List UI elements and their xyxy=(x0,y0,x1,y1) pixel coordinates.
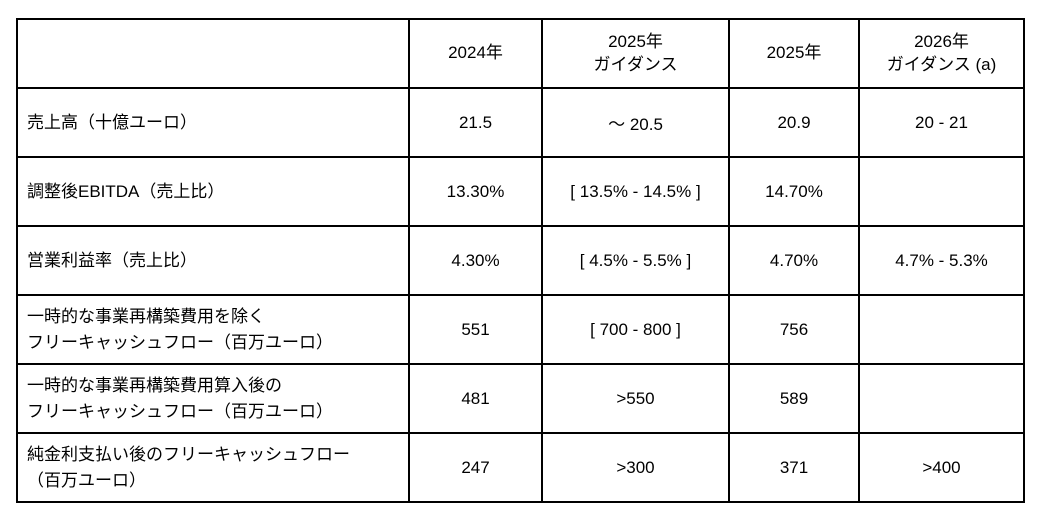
cell-value: 14.70% xyxy=(728,156,860,227)
cell-value: 4.70% xyxy=(728,225,860,296)
cell-value: ～ 20.5 xyxy=(541,87,730,158)
cell-value xyxy=(858,363,1025,434)
table-row: 一時的な事業再構築費用算入後の フリーキャッシュフロー（百万ユーロ） 481 >55… xyxy=(16,363,1025,434)
header-2024: 2024年 xyxy=(408,18,543,89)
row-label: 調整後EBITDA（売上比） xyxy=(16,156,410,227)
row-label: 純金利支払い後のフリーキャッシュフロー （百万ユーロ） xyxy=(16,432,410,503)
row-label: 営業利益率（売上比） xyxy=(16,225,410,296)
cell-value: 589 xyxy=(728,363,860,434)
table-row: 純金利支払い後のフリーキャッシュフロー （百万ユーロ） 247 >300 371 >40… xyxy=(16,432,1025,503)
header-2026-guidance: 2026年 ガイダンス (a) xyxy=(858,18,1025,89)
cell-value: 247 xyxy=(408,432,543,503)
cell-value: 4.7% - 5.3% xyxy=(858,225,1025,296)
cell-value: 13.30% xyxy=(408,156,543,227)
cell-value: [ 4.5% - 5.5% ] xyxy=(541,225,730,296)
cell-value: 756 xyxy=(728,294,860,365)
table-header: 2024年 2025年 ガイダンス 2025年 2026年 ガイダンス (a) xyxy=(16,18,1025,89)
cell-value: 481 xyxy=(408,363,543,434)
table-row: 営業利益率（売上比） 4.30%[ 4.5% - 5.5% ] 4.70% 4.7% … xyxy=(16,225,1025,296)
financial-guidance-table: 2024年 2025年 ガイダンス 2025年 2026年 ガイダンス (a) … xyxy=(16,18,1025,503)
cell-value xyxy=(858,156,1025,227)
cell-value: 551 xyxy=(408,294,543,365)
cell-value: 20 - 21 xyxy=(858,87,1025,158)
header-empty-cell xyxy=(16,18,410,89)
cell-value: >550 xyxy=(541,363,730,434)
row-label: 一時的な事業再構築費用を除く フリーキャッシュフロー（百万ユーロ） xyxy=(16,294,410,365)
cell-value: 371 xyxy=(728,432,860,503)
header-2025-guidance: 2025年 ガイダンス xyxy=(541,18,730,89)
row-label: 売上高（十億ユーロ） xyxy=(16,87,410,158)
cell-value xyxy=(858,294,1025,365)
table-row: 一時的な事業再構築費用を除く フリーキャッシュフロー（百万ユーロ） 551[ 70… xyxy=(16,294,1025,365)
table-body: 売上高（十億ユーロ） 21.5 ～ 20.5 20.9 20 - 21 調整後EBITDA… xyxy=(16,87,1025,503)
cell-value: 21.5 xyxy=(408,87,543,158)
cell-value: 20.9 xyxy=(728,87,860,158)
cell-value: [ 700 - 800 ] xyxy=(541,294,730,365)
table-row: 売上高（十億ユーロ） 21.5 ～ 20.5 20.9 20 - 21 xyxy=(16,87,1025,158)
cell-value: >400 xyxy=(858,432,1025,503)
row-label: 一時的な事業再構築費用算入後の フリーキャッシュフロー（百万ユーロ） xyxy=(16,363,410,434)
cell-value: >300 xyxy=(541,432,730,503)
table-row: 調整後EBITDA（売上比） 13.30%[ 13.5% - 14.5% ] 14.… xyxy=(16,156,1025,227)
cell-value: 4.30% xyxy=(408,225,543,296)
header-2025: 2025年 xyxy=(728,18,860,89)
cell-value: [ 13.5% - 14.5% ] xyxy=(541,156,730,227)
header-row: 2024年 2025年 ガイダンス 2025年 2026年 ガイダンス (a) xyxy=(16,18,1025,89)
